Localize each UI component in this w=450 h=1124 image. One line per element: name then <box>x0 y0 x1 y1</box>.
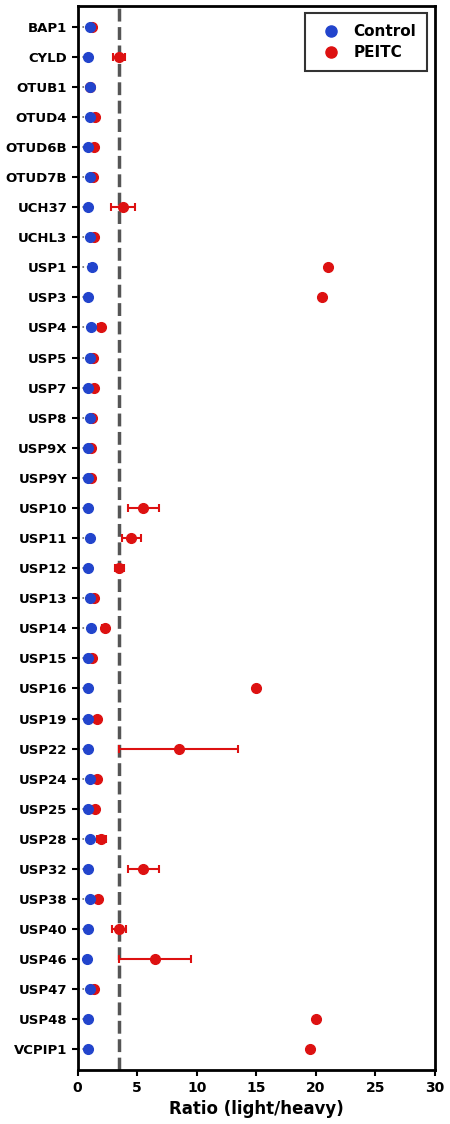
X-axis label: Ratio (light/heavy): Ratio (light/heavy) <box>169 1100 344 1118</box>
Legend: Control, PEITC: Control, PEITC <box>305 13 427 71</box>
